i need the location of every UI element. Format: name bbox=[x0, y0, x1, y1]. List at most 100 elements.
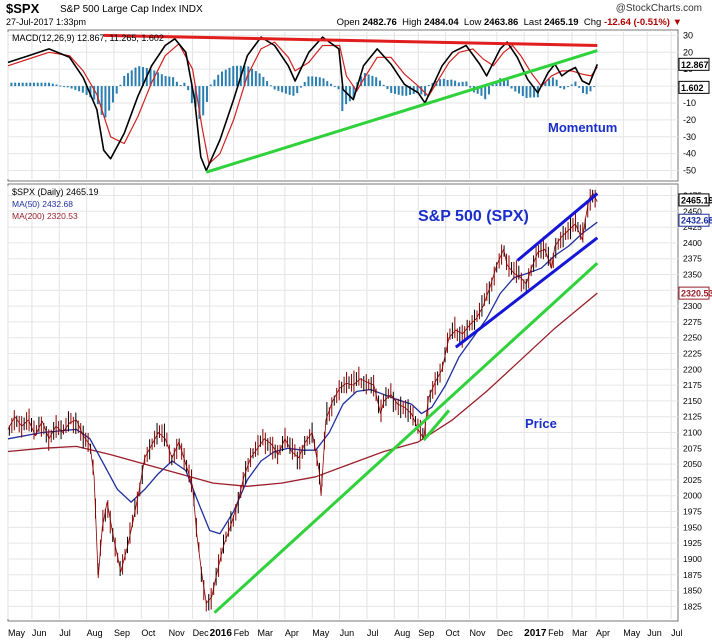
macd-histogram-bar bbox=[142, 67, 145, 87]
price-tick-label: 2300 bbox=[683, 301, 702, 311]
macd-histogram-bar bbox=[405, 86, 408, 96]
macd-histogram-bar bbox=[574, 81, 577, 87]
macd-histogram-bar bbox=[454, 80, 457, 87]
macd-histogram-bar bbox=[262, 76, 265, 87]
ma50-current-value-box bbox=[678, 213, 710, 227]
macd-line bbox=[7, 36, 599, 172]
x-axis-label: Jun bbox=[340, 628, 355, 638]
macd-histogram-bar bbox=[160, 74, 163, 87]
macd-histogram-bar bbox=[393, 86, 396, 94]
macd-histogram-bar bbox=[363, 73, 366, 87]
x-axis-label: Nov bbox=[169, 628, 186, 638]
ticker-symbol: $SPX bbox=[6, 1, 40, 16]
macd-histogram-bar bbox=[55, 84, 58, 87]
x-axis-label: Mar bbox=[572, 628, 588, 638]
macd-histogram-bar bbox=[341, 86, 344, 112]
macd-histogram-bar bbox=[307, 76, 310, 87]
macd-histogram-bar bbox=[59, 85, 62, 87]
macd-histogram-bar bbox=[487, 86, 490, 95]
macd-histogram-bar bbox=[409, 86, 411, 95]
price-tick-label: 2275 bbox=[683, 317, 702, 327]
macd-histogram-bar bbox=[93, 86, 96, 100]
macd-histogram-bar bbox=[386, 86, 389, 90]
price-tick-label: 1875 bbox=[683, 570, 702, 580]
price-close-line bbox=[7, 193, 598, 604]
macd-histogram-bar bbox=[578, 86, 581, 88]
macd-histogram-bar bbox=[96, 86, 99, 105]
x-axis-label: Feb bbox=[234, 628, 250, 638]
macd-histogram-bar bbox=[277, 86, 280, 91]
macd-histogram-bar bbox=[390, 86, 393, 93]
macd-histogram-bar bbox=[205, 86, 208, 102]
macd-histogram-bar bbox=[397, 86, 400, 95]
macd-histogram-bar bbox=[130, 70, 133, 87]
macd-histogram-bar bbox=[284, 86, 287, 94]
hist-current-value-box bbox=[678, 80, 710, 94]
macd-histogram-bar bbox=[371, 75, 374, 87]
macd-histogram-bar bbox=[183, 82, 186, 87]
brand-logo: @StockCharts.com bbox=[615, 3, 702, 14]
macd-histogram-bar bbox=[17, 82, 20, 87]
macd-histogram-bar bbox=[589, 86, 592, 92]
macd-histogram-bar bbox=[378, 80, 381, 87]
x-axis-label: Oct bbox=[141, 628, 156, 638]
price-annotation: Price bbox=[525, 416, 557, 431]
price-tick-label: 2125 bbox=[683, 412, 702, 422]
chart-header: $SPX S&P 500 Large Cap Index INDX 27-Jul… bbox=[0, 0, 712, 30]
ma50-line bbox=[7, 221, 598, 535]
macd-histogram-bar bbox=[228, 67, 231, 87]
macd-histogram-bar bbox=[243, 65, 246, 87]
macd-histogram-bar bbox=[352, 86, 355, 98]
price-trendline-green bbox=[422, 409, 451, 442]
price-tick-label: 1950 bbox=[683, 522, 702, 532]
x-axis-label: Sep bbox=[418, 628, 434, 638]
macd-histogram-bar bbox=[318, 77, 321, 87]
macd-histogram-bar bbox=[44, 82, 47, 87]
macd-histogram-bar bbox=[104, 86, 107, 118]
macd-histogram-bar bbox=[450, 79, 453, 87]
macd-histogram-bar bbox=[288, 86, 291, 95]
macd-histogram-bar bbox=[348, 86, 351, 102]
macd-histogram-bar bbox=[337, 86, 340, 90]
macd-histogram-bar bbox=[382, 84, 385, 87]
macd-tick-label: 30 bbox=[683, 30, 693, 40]
index-description: S&P 500 Large Cap Index INDX bbox=[60, 4, 203, 15]
macd-histogram-bar bbox=[179, 85, 182, 87]
macd-histogram-bar bbox=[232, 65, 235, 87]
down-arrow-icon: ▼ bbox=[672, 17, 682, 28]
price-tick-label: 1925 bbox=[683, 538, 702, 548]
hist-current-value: 1.602 bbox=[681, 83, 704, 93]
macd-histogram-bar bbox=[190, 86, 193, 104]
macd-histogram-bar bbox=[506, 80, 509, 87]
macd-histogram-bar bbox=[81, 86, 84, 93]
momentum-annotation: Momentum bbox=[548, 120, 617, 135]
x-axis-label: Dec bbox=[497, 628, 514, 638]
macd-histogram-bar bbox=[157, 72, 160, 87]
macd-histogram-bar bbox=[89, 86, 92, 98]
macd-histogram-bar bbox=[333, 86, 336, 88]
macd-histogram-bar bbox=[510, 86, 513, 89]
macd-histogram-bar bbox=[21, 82, 24, 87]
macd-histogram-bar bbox=[424, 86, 427, 97]
price-tick-label: 2200 bbox=[683, 364, 702, 374]
macd-histogram-bar bbox=[209, 84, 212, 87]
x-axis-label: Aug bbox=[87, 628, 103, 638]
macd-histogram-bar bbox=[100, 86, 103, 115]
macd-histogram-bar bbox=[217, 74, 220, 87]
x-axis-label: Apr bbox=[596, 628, 610, 638]
macd-histogram-bar bbox=[514, 86, 517, 92]
macd-histogram-bar bbox=[108, 86, 111, 111]
x-axis-label: Dec bbox=[193, 628, 210, 638]
macd-histogram-bar bbox=[48, 82, 51, 87]
macd-histogram-bar bbox=[503, 79, 506, 87]
x-axis-label: May bbox=[623, 628, 641, 638]
macd-histogram-bar bbox=[518, 86, 521, 94]
macd-histogram-bar bbox=[29, 82, 32, 87]
price-tick-label: 2025 bbox=[683, 475, 702, 485]
macd-histogram-bar bbox=[168, 76, 171, 87]
macd-histogram-bar bbox=[296, 86, 299, 94]
x-axis-label: Sep bbox=[114, 628, 130, 638]
quote-timestamp: 27-Jul-2017 1:33pm bbox=[6, 17, 87, 27]
macd-histogram-bar bbox=[134, 67, 137, 87]
macd-histogram-bar bbox=[115, 86, 118, 94]
